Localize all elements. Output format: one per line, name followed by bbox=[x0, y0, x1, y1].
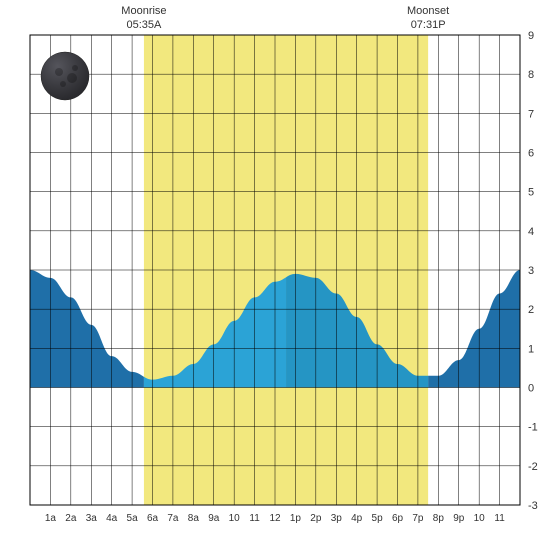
svg-text:7: 7 bbox=[528, 108, 534, 120]
svg-text:4p: 4p bbox=[351, 513, 363, 524]
svg-text:07:31P: 07:31P bbox=[411, 19, 446, 31]
svg-text:8: 8 bbox=[528, 69, 534, 81]
svg-text:1a: 1a bbox=[45, 513, 57, 524]
svg-text:5p: 5p bbox=[372, 513, 384, 524]
svg-text:7p: 7p bbox=[412, 513, 424, 524]
svg-text:2p: 2p bbox=[310, 513, 322, 524]
svg-text:4a: 4a bbox=[106, 513, 118, 524]
svg-text:10: 10 bbox=[229, 513, 241, 524]
svg-text:9a: 9a bbox=[208, 513, 220, 524]
svg-text:6: 6 bbox=[528, 148, 534, 160]
svg-text:05:35A: 05:35A bbox=[126, 19, 162, 31]
svg-text:11: 11 bbox=[249, 513, 260, 524]
svg-text:12: 12 bbox=[269, 513, 281, 524]
svg-text:7a: 7a bbox=[167, 513, 179, 524]
svg-text:6a: 6a bbox=[147, 513, 159, 524]
svg-text:1: 1 bbox=[528, 343, 534, 355]
svg-text:-2: -2 bbox=[528, 461, 538, 473]
svg-text:9: 9 bbox=[528, 30, 534, 42]
tide-chart: -3-2-101234567891a2a3a4a5a6a7a8a9a101112… bbox=[0, 0, 550, 550]
svg-text:6p: 6p bbox=[392, 513, 404, 524]
svg-text:0: 0 bbox=[528, 383, 534, 395]
svg-text:3a: 3a bbox=[86, 513, 98, 524]
svg-text:3: 3 bbox=[528, 265, 534, 277]
chart-svg: -3-2-101234567891a2a3a4a5a6a7a8a9a101112… bbox=[0, 0, 550, 550]
svg-text:1p: 1p bbox=[290, 513, 302, 524]
svg-text:-1: -1 bbox=[528, 422, 538, 434]
svg-text:-3: -3 bbox=[528, 500, 538, 512]
svg-text:8a: 8a bbox=[188, 513, 200, 524]
svg-text:3p: 3p bbox=[331, 513, 343, 524]
svg-text:9p: 9p bbox=[453, 513, 465, 524]
svg-text:5: 5 bbox=[528, 187, 534, 199]
svg-text:Moonrise: Moonrise bbox=[121, 5, 166, 17]
svg-text:11: 11 bbox=[494, 513, 505, 524]
svg-text:2: 2 bbox=[528, 304, 534, 316]
svg-text:8p: 8p bbox=[433, 513, 445, 524]
svg-text:5a: 5a bbox=[127, 513, 139, 524]
svg-text:10: 10 bbox=[474, 513, 486, 524]
svg-text:Moonset: Moonset bbox=[407, 5, 449, 17]
svg-text:4: 4 bbox=[528, 226, 534, 238]
svg-text:2a: 2a bbox=[65, 513, 77, 524]
